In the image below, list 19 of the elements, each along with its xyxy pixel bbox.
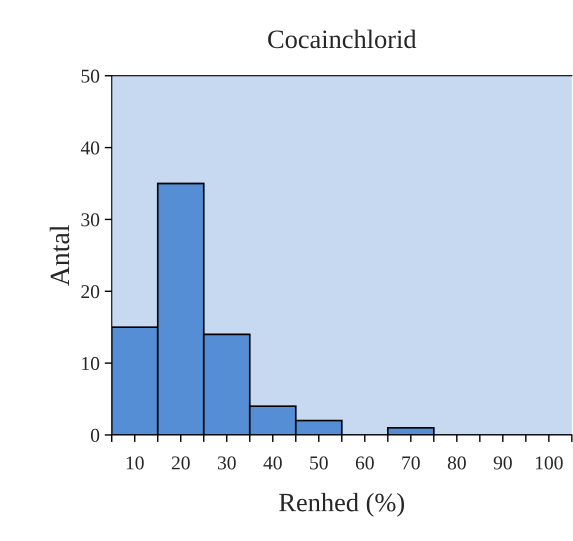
x-tick-label: 40 [263, 456, 282, 470]
y-tick-label: 30 [81, 213, 100, 226]
x-tick-label: 20 [172, 456, 190, 470]
x-tick-label: 10 [126, 456, 144, 470]
y-axis-title: Antal [50, 225, 70, 286]
x-axis-title: Renhed (%) [279, 492, 404, 517]
y-tick-label: 40 [80, 141, 100, 155]
x-tick-label: 30 [218, 456, 236, 470]
x-tick-label: 70 [402, 456, 420, 470]
chart-title: Cocainchlorid [268, 30, 416, 48]
x-tick-label: 50 [310, 456, 328, 470]
y-tick-label: 10 [82, 356, 100, 370]
y-tick-label: 20 [81, 285, 100, 298]
x-tick-label: 80 [448, 456, 466, 470]
x-tick-label: 90 [494, 456, 512, 470]
x-tick-label: 100 [536, 456, 563, 470]
y-tick-label: 50 [82, 70, 100, 83]
x-tick-label: 60 [356, 456, 374, 470]
y-tick-label: 0 [90, 428, 100, 442]
